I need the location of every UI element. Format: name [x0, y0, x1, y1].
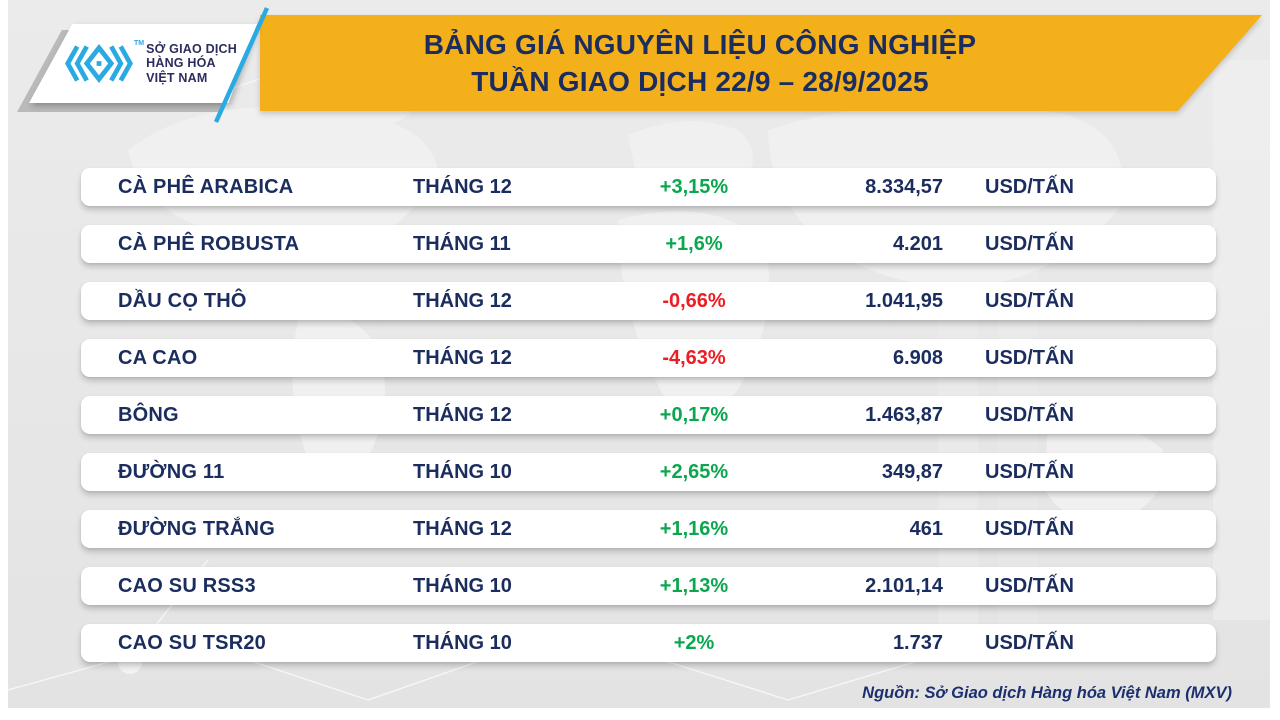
title-banner-shape: BẢNG GIÁ NGUYÊN LIỆU CÔNG NGHIỆP TUẦN GI… — [260, 15, 1262, 111]
background-panel: BẢNG GIÁ NGUYÊN LIỆU CÔNG NGHIỆP TUẦN GI… — [8, 0, 1270, 708]
table-row: CÀ PHÊ ARABICA THÁNG 12 +3,15% 8.334,57 … — [81, 168, 1216, 206]
commodity-name: DẦU CỌ THÔ — [118, 289, 247, 312]
title-banner: BẢNG GIÁ NGUYÊN LIỆU CÔNG NGHIỆP TUẦN GI… — [260, 15, 1262, 111]
price-value: 4.201 — [892, 232, 943, 255]
price-unit: USD/TẤN — [985, 631, 1074, 654]
page-title: BẢNG GIÁ NGUYÊN LIỆU CÔNG NGHIỆP TUẦN GI… — [350, 15, 1050, 111]
price-unit: USD/TẤN — [985, 517, 1074, 540]
change-percent: +1,6% — [665, 232, 723, 255]
contract-month: THÁNG 10 — [413, 574, 512, 597]
mxv-logo: TM SỞ GIAO DỊCH HÀNG HÓA VIỆT NAM — [29, 24, 257, 103]
commodity-name: BÔNG — [118, 403, 179, 426]
contract-month: THÁNG 12 — [413, 175, 512, 198]
table-row: CAO SU TSR20 THÁNG 10 +2% 1.737 USD/TẤN — [81, 624, 1216, 662]
contract-month: THÁNG 11 — [413, 232, 511, 255]
price-value: 461 — [909, 517, 943, 540]
table-row: ĐƯỜNG 11 THÁNG 10 +2,65% 349,87 USD/TẤN — [81, 453, 1216, 491]
price-unit: USD/TẤN — [985, 175, 1074, 198]
price-value: 1.041,95 — [865, 289, 943, 312]
commodity-name: CÀ PHÊ ROBUSTA — [118, 232, 300, 255]
price-unit: USD/TẤN — [985, 403, 1074, 426]
commodity-name: CAO SU TSR20 — [118, 631, 266, 654]
contract-month: THÁNG 12 — [413, 517, 512, 540]
price-value: 2.101,14 — [865, 574, 943, 597]
change-percent: -4,63% — [662, 346, 726, 369]
price-value: 349,87 — [881, 460, 943, 483]
contract-month: THÁNG 12 — [413, 289, 512, 312]
commodity-name: CA CAO — [118, 346, 198, 369]
logo-org-line2: HÀNG HÓA — [146, 56, 216, 71]
price-unit: USD/TẤN — [985, 346, 1074, 369]
price-unit: USD/TẤN — [985, 232, 1074, 255]
change-percent: +2,65% — [659, 460, 729, 483]
mxv-chevron-diamond-icon — [65, 43, 133, 84]
price-value: 1.737 — [892, 631, 943, 654]
commodity-name: CÀ PHÊ ARABICA — [118, 175, 294, 198]
table-row: ĐƯỜNG TRẮNG THÁNG 12 +1,16% 461 USD/TẤN — [81, 510, 1216, 548]
page-title-line2: TUẦN GIAO DỊCH 22/9 – 28/9/2025 — [471, 66, 929, 97]
change-percent: +1,13% — [659, 574, 729, 597]
price-unit: USD/TẤN — [985, 574, 1074, 597]
logo-org-name: SỞ GIAO DỊCH HÀNG HÓA VIỆT NAM — [146, 42, 237, 86]
commodity-name: CAO SU RSS3 — [118, 574, 256, 597]
table-row: CÀ PHÊ ROBUSTA THÁNG 11 +1,6% 4.201 USD/… — [81, 225, 1216, 263]
logo-plate: TM SỞ GIAO DỊCH HÀNG HÓA VIỆT NAM — [29, 24, 257, 103]
table-row: CAO SU RSS3 THÁNG 10 +1,13% 2.101,14 USD… — [81, 567, 1216, 605]
contract-month: THÁNG 10 — [413, 460, 512, 483]
contract-month: THÁNG 12 — [413, 346, 512, 369]
price-unit: USD/TẤN — [985, 460, 1074, 483]
price-value: 8.334,57 — [865, 175, 943, 198]
source-credit: Nguồn: Sở Giao dịch Hàng hóa Việt Nam (M… — [862, 684, 1232, 702]
table-row: CA CAO THÁNG 12 -4,63% 6.908 USD/TẤN — [81, 339, 1216, 377]
contract-month: THÁNG 10 — [413, 631, 512, 654]
price-unit: USD/TẤN — [985, 289, 1074, 312]
table-row: BÔNG THÁNG 12 +0,17% 1.463,87 USD/TẤN — [81, 396, 1216, 434]
commodity-name: ĐƯỜNG TRẮNG — [118, 517, 275, 540]
table-row: DẦU CỌ THÔ THÁNG 12 -0,66% 1.041,95 USD/… — [81, 282, 1216, 320]
change-percent: +0,17% — [659, 403, 729, 426]
logo-org-line1: SỞ GIAO DỊCH — [146, 41, 237, 56]
logo-org-line3: VIỆT NAM — [146, 70, 208, 85]
change-percent: +3,15% — [659, 175, 729, 198]
change-percent: -0,66% — [662, 289, 726, 312]
change-percent: +2% — [673, 631, 715, 654]
trademark-symbol: TM — [134, 40, 145, 47]
contract-month: THÁNG 12 — [413, 403, 512, 426]
price-table: CÀ PHÊ ARABICA THÁNG 12 +3,15% 8.334,57 … — [81, 168, 1216, 681]
page-title-line1: BẢNG GIÁ NGUYÊN LIỆU CÔNG NGHIỆP — [423, 29, 977, 60]
change-percent: +1,16% — [659, 517, 729, 540]
price-value: 1.463,87 — [865, 403, 943, 426]
price-value: 6.908 — [892, 346, 943, 369]
commodity-name: ĐƯỜNG 11 — [118, 460, 225, 483]
